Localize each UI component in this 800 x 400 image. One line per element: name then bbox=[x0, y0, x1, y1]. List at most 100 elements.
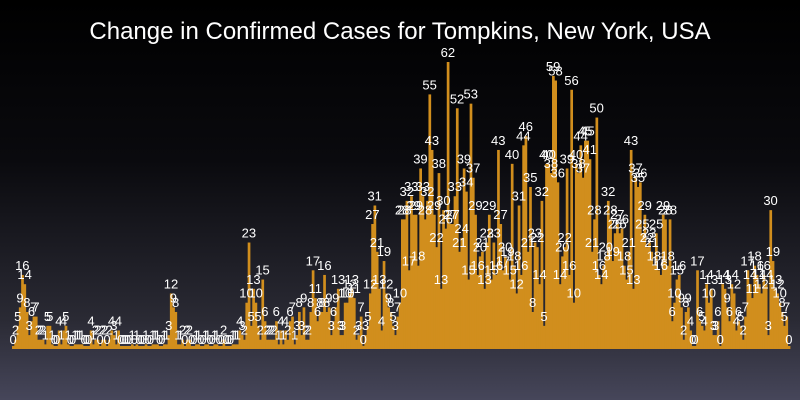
data-label: 3 bbox=[110, 318, 117, 333]
data-label: 0 bbox=[188, 332, 195, 347]
data-label: 5 bbox=[44, 309, 51, 324]
data-label: 1 bbox=[231, 327, 238, 342]
data-label: 21 bbox=[370, 235, 384, 250]
data-label: 6 bbox=[314, 304, 321, 319]
data-label: 29 bbox=[406, 198, 420, 213]
data-label: 0 bbox=[126, 332, 133, 347]
bar bbox=[435, 247, 439, 349]
bar bbox=[650, 251, 654, 349]
data-label: 16 bbox=[562, 258, 576, 273]
bar bbox=[277, 344, 281, 349]
bar bbox=[213, 344, 217, 349]
data-label: 1 bbox=[129, 327, 136, 342]
bar bbox=[165, 344, 168, 349]
data-label: 0 bbox=[222, 332, 229, 347]
data-label: 9 bbox=[325, 290, 332, 305]
bar bbox=[211, 346, 214, 349]
data-label: 3 bbox=[355, 318, 362, 333]
data-label: 23 bbox=[242, 226, 256, 241]
bar bbox=[778, 302, 782, 349]
data-label: 8 bbox=[682, 295, 689, 310]
bar bbox=[465, 191, 468, 349]
bar bbox=[119, 346, 123, 349]
data-label: 13 bbox=[434, 272, 448, 287]
bar bbox=[169, 293, 173, 349]
bar bbox=[428, 94, 432, 350]
bar bbox=[515, 293, 519, 349]
bar bbox=[757, 284, 761, 349]
bar bbox=[66, 344, 70, 349]
bar bbox=[629, 149, 633, 349]
bar bbox=[645, 247, 649, 349]
data-label: 17 bbox=[740, 253, 754, 268]
data-label: 0 bbox=[103, 332, 110, 347]
bar bbox=[114, 344, 118, 349]
data-label: 12 bbox=[164, 276, 178, 291]
data-label: 23 bbox=[480, 226, 494, 241]
bar bbox=[458, 251, 461, 349]
bar bbox=[300, 335, 304, 349]
data-label: 11 bbox=[347, 281, 361, 296]
bar bbox=[540, 200, 544, 349]
bar bbox=[362, 346, 365, 349]
data-label: 14 bbox=[532, 267, 546, 282]
bar bbox=[71, 346, 75, 349]
data-label: 3 bbox=[712, 318, 719, 333]
bar bbox=[394, 335, 397, 349]
data-label: 0 bbox=[360, 332, 367, 347]
bar bbox=[462, 168, 466, 349]
data-label: 28 bbox=[663, 202, 677, 217]
bar bbox=[478, 256, 482, 349]
bar bbox=[336, 288, 340, 349]
data-label: 6 bbox=[669, 304, 676, 319]
bar bbox=[606, 200, 610, 349]
bar bbox=[572, 302, 576, 349]
data-label: 7 bbox=[394, 300, 401, 315]
bar bbox=[403, 219, 406, 349]
bar bbox=[327, 307, 331, 349]
data-label: 17 bbox=[651, 253, 665, 268]
bar bbox=[295, 335, 299, 349]
data-label: 5 bbox=[62, 309, 69, 324]
bar bbox=[311, 270, 315, 349]
data-label: 2 bbox=[183, 323, 190, 338]
data-label: 9 bbox=[385, 290, 392, 305]
bar bbox=[62, 330, 66, 349]
bar bbox=[730, 284, 734, 349]
bar bbox=[549, 173, 553, 349]
bar bbox=[590, 251, 594, 349]
bar bbox=[89, 330, 93, 349]
bar bbox=[600, 284, 603, 349]
bar bbox=[709, 288, 713, 349]
bar bbox=[455, 108, 459, 349]
bar bbox=[179, 344, 182, 349]
bar bbox=[577, 173, 580, 349]
data-label: 2 bbox=[39, 323, 46, 338]
bar bbox=[707, 302, 711, 349]
bar bbox=[286, 339, 290, 349]
data-label: 1 bbox=[229, 327, 236, 342]
bar bbox=[204, 344, 207, 349]
data-label: 28 bbox=[658, 202, 672, 217]
data-label: 21 bbox=[644, 235, 658, 250]
data-label: 28 bbox=[397, 202, 411, 217]
bar bbox=[288, 321, 292, 349]
bar bbox=[80, 344, 84, 349]
data-label: 36 bbox=[551, 165, 565, 180]
bar bbox=[508, 279, 512, 349]
data-label: 0 bbox=[135, 332, 142, 347]
data-label: 1 bbox=[76, 327, 83, 342]
data-label: 0 bbox=[145, 332, 152, 347]
bar bbox=[302, 307, 306, 349]
data-label: 20 bbox=[599, 239, 613, 254]
data-label: 10 bbox=[248, 286, 262, 301]
bar bbox=[92, 344, 95, 349]
data-label: 0 bbox=[138, 332, 145, 347]
bar bbox=[355, 339, 358, 349]
bar bbox=[181, 339, 185, 349]
data-label: 12 bbox=[509, 276, 523, 291]
bar bbox=[696, 270, 699, 349]
bar bbox=[595, 117, 599, 349]
bar bbox=[101, 339, 104, 349]
bar bbox=[771, 261, 775, 349]
